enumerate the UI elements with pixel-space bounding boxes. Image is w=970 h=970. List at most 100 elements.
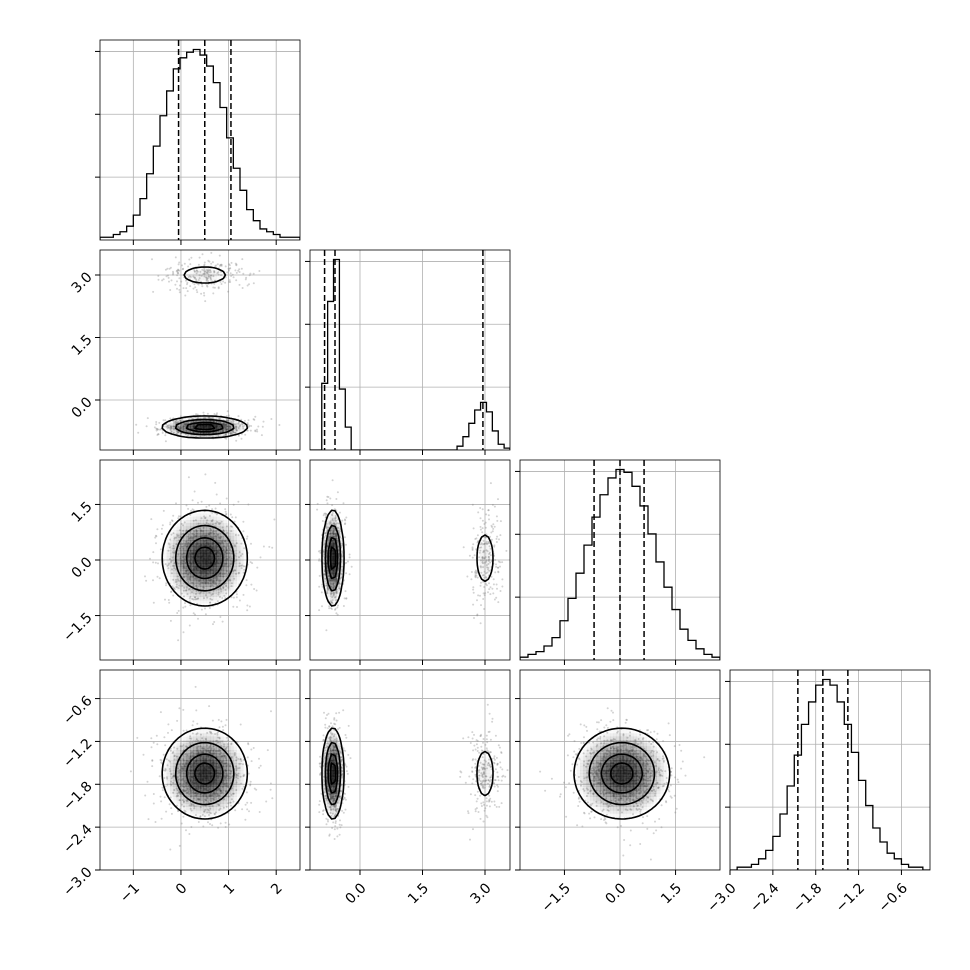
sample-point bbox=[188, 624, 191, 627]
sample-point bbox=[479, 507, 482, 509]
sample-point bbox=[481, 574, 484, 577]
sample-point bbox=[227, 812, 230, 815]
sample-point bbox=[172, 781, 174, 784]
density-cell bbox=[163, 777, 167, 781]
density-cell bbox=[186, 573, 191, 577]
sample-point bbox=[178, 844, 181, 847]
density-cell bbox=[323, 543, 327, 547]
sample-point bbox=[178, 529, 181, 532]
sample-point bbox=[224, 776, 227, 779]
sample-point bbox=[232, 605, 235, 608]
sample-point bbox=[219, 502, 222, 505]
sample-point bbox=[333, 591, 335, 594]
density-cell bbox=[193, 566, 197, 571]
density-cell bbox=[230, 550, 234, 554]
density-cell bbox=[203, 736, 207, 741]
sample-point bbox=[240, 564, 243, 567]
sample-point bbox=[155, 427, 158, 430]
sample-point bbox=[325, 582, 328, 585]
sample-point bbox=[224, 777, 227, 780]
sample-point bbox=[224, 424, 226, 427]
sample-point bbox=[169, 619, 172, 622]
density-cell bbox=[240, 550, 244, 554]
sample-point bbox=[327, 588, 330, 591]
sample-point bbox=[161, 431, 164, 434]
sample-point bbox=[218, 572, 221, 575]
sample-point bbox=[266, 749, 269, 752]
density-cell bbox=[240, 770, 244, 774]
density-cell bbox=[237, 580, 241, 584]
sample-point bbox=[336, 613, 339, 616]
sample-point bbox=[222, 575, 225, 578]
density-cell bbox=[180, 586, 184, 591]
sample-point bbox=[228, 552, 231, 554]
sample-point bbox=[218, 794, 221, 797]
density-cell bbox=[206, 760, 211, 764]
sample-point bbox=[184, 294, 187, 297]
density-cell bbox=[190, 540, 194, 544]
sample-point bbox=[235, 756, 238, 759]
sample-point bbox=[227, 414, 230, 417]
density-cell bbox=[330, 520, 334, 524]
density-cell bbox=[223, 583, 227, 587]
sample-point bbox=[331, 512, 334, 514]
sample-point bbox=[181, 424, 183, 426]
density-cell bbox=[196, 576, 201, 581]
sample-point bbox=[490, 531, 493, 534]
sample-point bbox=[176, 269, 179, 272]
density-cell bbox=[213, 780, 217, 784]
sample-point bbox=[191, 537, 194, 540]
sample-point bbox=[151, 759, 154, 762]
sample-point bbox=[478, 556, 481, 559]
sample-point bbox=[230, 793, 233, 796]
density-cell bbox=[196, 556, 201, 561]
sample-point bbox=[207, 273, 210, 276]
sample-point bbox=[218, 541, 221, 544]
sample-point bbox=[208, 591, 211, 594]
sample-point bbox=[329, 532, 332, 535]
sample-point bbox=[209, 269, 212, 272]
sample-point bbox=[177, 553, 180, 556]
sample-point bbox=[330, 601, 333, 604]
sample-point bbox=[335, 578, 338, 581]
density-cell bbox=[180, 580, 184, 584]
density-cell bbox=[216, 763, 221, 767]
sample-point bbox=[483, 576, 486, 579]
sample-point bbox=[479, 525, 482, 528]
sample-point bbox=[228, 269, 230, 272]
sample-point bbox=[200, 733, 202, 736]
sample-point bbox=[176, 274, 179, 277]
sample-point bbox=[189, 513, 192, 516]
sample-point bbox=[235, 263, 238, 266]
density-cell bbox=[226, 543, 231, 547]
density-cell bbox=[190, 750, 194, 754]
density-cell bbox=[183, 736, 187, 741]
sample-point bbox=[183, 422, 186, 425]
sample-point bbox=[198, 798, 201, 801]
sample-point bbox=[212, 420, 215, 423]
sample-point bbox=[218, 417, 221, 420]
sample-point bbox=[238, 565, 241, 567]
sample-point bbox=[182, 815, 185, 818]
sample-point bbox=[185, 763, 187, 765]
sample-point bbox=[176, 575, 179, 578]
sample-point bbox=[182, 606, 185, 609]
density-cell bbox=[196, 270, 201, 274]
sample-point bbox=[167, 549, 170, 552]
sample-point bbox=[203, 515, 206, 518]
sample-point bbox=[240, 554, 242, 557]
sample-point bbox=[214, 794, 216, 796]
sample-point bbox=[220, 274, 223, 277]
sample-point bbox=[204, 582, 207, 585]
sample-point bbox=[205, 276, 208, 279]
density-cell bbox=[190, 580, 194, 584]
sample-point bbox=[197, 745, 199, 748]
sample-point bbox=[335, 592, 338, 595]
sample-point bbox=[331, 518, 334, 521]
sample-point bbox=[326, 565, 329, 568]
sample-point bbox=[487, 540, 490, 543]
density-cell bbox=[326, 520, 331, 524]
sample-point bbox=[189, 756, 192, 758]
sample-point bbox=[212, 292, 215, 295]
sample-point bbox=[191, 591, 193, 594]
